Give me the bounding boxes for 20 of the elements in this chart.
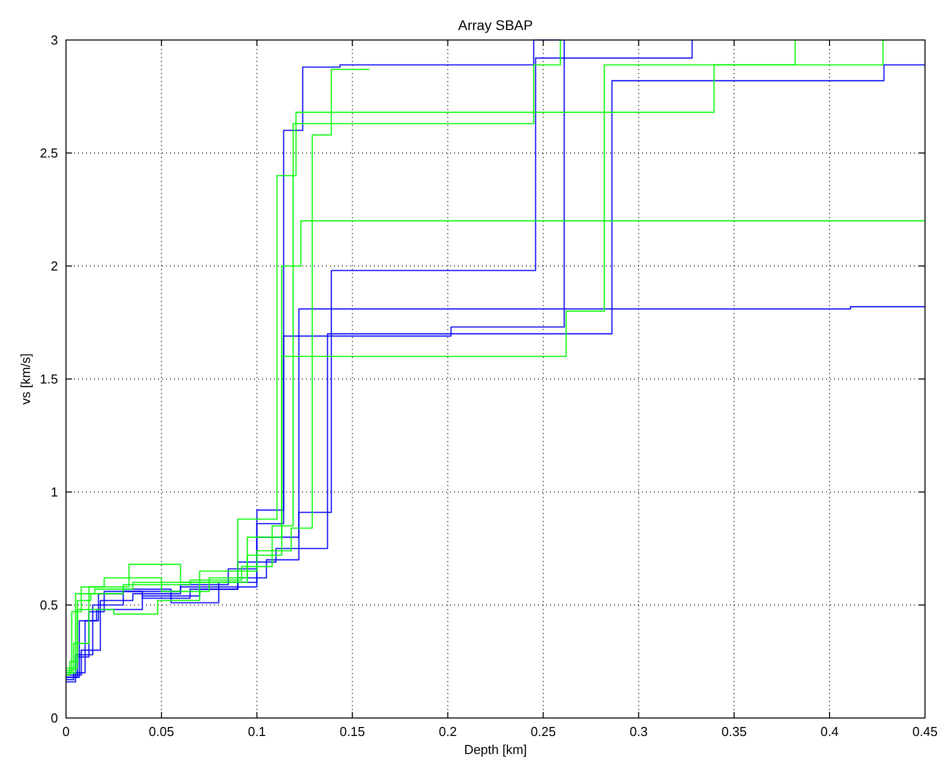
y-tick-label: 2: [50, 258, 58, 274]
y-axis-title: vs [km/s]: [18, 353, 33, 405]
x-tick-label: 0: [62, 724, 70, 739]
x-axis-title: Depth [km]: [464, 742, 527, 757]
chart-title: Array SBAP: [458, 17, 533, 33]
y-tick-label: 3: [50, 32, 58, 48]
x-tick-label: 0.4: [820, 724, 839, 739]
x-tick-label: 0.3: [630, 724, 648, 739]
x-tick-label: 0.15: [340, 724, 365, 739]
y-tick-label: 0: [50, 710, 58, 726]
x-tick-label: 0.45: [912, 724, 938, 739]
y-tick-label: 2.5: [40, 146, 58, 160]
x-tick-label: 0.1: [248, 724, 266, 739]
x-tick-label: 0.25: [530, 724, 556, 739]
x-tick-label: 0.05: [148, 724, 174, 739]
x-tick-label: 0.35: [721, 724, 747, 739]
y-tick-label: 1: [50, 484, 58, 500]
y-tick-label: 0.5: [40, 598, 58, 612]
x-tick-label: 0.2: [438, 724, 457, 739]
y-tick-label: 1.5: [40, 372, 58, 386]
